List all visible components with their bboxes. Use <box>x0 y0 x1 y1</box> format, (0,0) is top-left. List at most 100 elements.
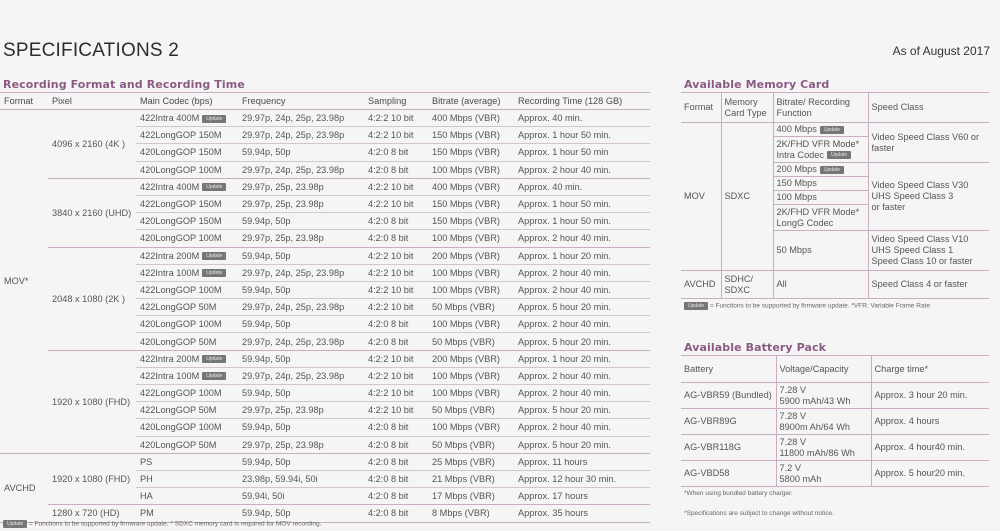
table-row: 422LongGOP 150M 29.97p, 25p, 23.98p 4:2:2 … <box>0 195 650 214</box>
codec-cell: PS <box>136 453 238 471</box>
table-row: 420LongGOP 150M 59.94p, 50p 4:2:0 8 bit 150… <box>0 212 650 231</box>
col-header-card-type: Memory Card Type <box>720 92 774 123</box>
sampling-cell: 4:2:0 8 bit <box>364 487 428 506</box>
table-row: AVCHD 1920 x 1080 (FHD) PS 59.94p, 50p 4:2:0… <box>0 453 650 523</box>
pixel-cell: 2048 x 1080 (2K ) <box>48 247 136 351</box>
v10-line3: Speed Class 10 or faster <box>871 256 973 266</box>
table-row: AG-VBR59 (Bundled) 7.28 V 5900 mAh/43 Wh Ap… <box>681 382 989 409</box>
bitrate-cell: 100 Mbps (VBR) <box>428 384 514 403</box>
update-badge: Update <box>819 125 844 134</box>
battery-note-specs: *Specifications are subject to change wi… <box>684 510 834 517</box>
sampling-cell: 4:2:0 8 bit <box>364 453 428 471</box>
codec-cell: 420LongGOP 100M <box>136 315 238 334</box>
codec-cell: 422LongGOP 50M <box>136 298 238 317</box>
vfr-longg-line2: LongG Codec <box>776 217 834 228</box>
bitrate-200: 200 Mbps Update <box>773 162 869 177</box>
bitrate-cell: 100 Mbps (VBR) <box>428 161 514 179</box>
pixel-cell: 1920 x 1080 (FHD) <box>48 350 136 454</box>
as-of-date: As of August 2017 <box>892 44 990 58</box>
frequency-cell: 59.94p, 50p <box>238 350 364 368</box>
charge-time-cell: Approx. 3 hour 20 min. <box>870 382 989 409</box>
vfr-longg-cell: 2K/FHD VFR Mode* LongG Codec <box>773 204 868 231</box>
bitrate-cell: 17 Mbps (VBR) <box>428 487 514 506</box>
recording-footnote-text: = Functions to be supported by firmware … <box>28 520 322 528</box>
codec-label: 422Intra 100M <box>140 267 200 278</box>
col-header-format: Format <box>681 92 722 123</box>
codec-cell: 420LongGOP 50M <box>136 332 238 351</box>
recording-time-cell: Approx. 2 hour 40 min. <box>514 315 650 334</box>
frequency-cell: 29.97p, 25p, 23.98p <box>238 401 364 420</box>
memory-footnote: Update = Functions to be supported by fi… <box>684 302 930 310</box>
col-header-battery: Battery <box>681 355 777 383</box>
bitrate-cell: 200 Mbps (VBR) <box>428 350 514 368</box>
frequency-cell: 23.98p, 59.94i, 50i <box>238 470 364 489</box>
capacity-value: 8900m Ah/64 Wh <box>779 421 850 432</box>
codec-cell: 420LongGOP 150M <box>136 212 238 231</box>
codec-cell: 420LongGOP 100M <box>136 229 238 248</box>
frequency-cell: 59.94p, 50p <box>238 212 364 231</box>
codec-label: 422Intra 400M <box>140 113 200 124</box>
frequency-cell: 29.97p, 25p, 23.98p <box>238 195 364 214</box>
frequency-cell: 59.94p, 50p <box>238 384 364 403</box>
sampling-cell: 4:2:2 10 bit <box>364 384 428 403</box>
update-badge: Update <box>202 114 227 123</box>
table-row: 1280 x 720 (HD) PM 59.94p, 50p 4:2:0 8 bit 8… <box>0 504 650 523</box>
recording-time-cell: Approx. 5 hour 20 min. <box>514 401 650 420</box>
table-row: 422Intra 100M Update 29.97p, 24p, 25p, 23.… <box>0 264 650 282</box>
recording-time-cell: Approx. 5 hour 20 min. <box>514 436 650 454</box>
codec-cell: 422LongGOP 150M <box>136 195 238 214</box>
table-row: 50 Mbps Video Speed Class V10 UHS Speed C… <box>681 230 989 271</box>
charge-time-cell: Approx. 4 hours <box>870 408 989 435</box>
recording-time-cell: Approx. 2 hour 40 min. <box>514 264 650 282</box>
speed-v60: Video Speed Class V60 or faster <box>867 122 989 163</box>
memory-section-title: Available Memory Card <box>684 78 830 91</box>
sampling-cell: 4:2:2 10 bit <box>364 247 428 265</box>
codec-label: 422Intra 200M <box>140 353 200 364</box>
charge-time-cell: Approx. 4 hour40 min. <box>870 434 989 461</box>
sampling-cell: 4:2:0 8 bit <box>364 315 428 334</box>
recording-time-cell: Approx. 1 hour 20 min. <box>514 247 650 265</box>
bitrate-400: 400 Mbps Update <box>772 122 869 137</box>
speed-v30: Video Speed Class V30 UHS Speed Class 3 or… <box>867 162 989 231</box>
table-row: 422LongGOP 100M 59.94p, 50p 4:2:2 10 bit 10… <box>0 281 650 300</box>
bitrate-cell: 150 Mbps (VBR) <box>428 195 514 214</box>
frequency-cell: 29.97p, 25p, 23.98p <box>238 436 364 454</box>
frequency-cell: 29.97p, 24p, 25p, 23.98p <box>238 367 364 386</box>
codec-cell: 422Intra 100M Update <box>136 367 238 386</box>
table-row: 420LongGOP 100M 29.97p, 25p, 23.98p 4:2:0 … <box>0 229 650 248</box>
vfr-intra-line2: Intra Codec <box>776 149 825 160</box>
codec-label: 420LongGOP 50M <box>140 439 217 450</box>
table-row: AG-VBR89G 7.28 V 8900m Ah/64 Wh Approx. 4 h… <box>681 408 989 435</box>
recording-time-cell: Approx. 40 min. <box>514 178 650 196</box>
recording-table-body: MOV* 4096 x 2160 (4K ) 422Intra 400M Update… <box>0 109 650 523</box>
sampling-cell: 4:2:2 10 bit <box>364 401 428 420</box>
sampling-cell: 4:2:2 10 bit <box>364 367 428 386</box>
codec-cell: 422Intra 400M Update <box>136 109 238 128</box>
sampling-cell: 4:2:0 8 bit <box>364 212 428 231</box>
codec-label: PS <box>140 456 153 467</box>
codec-label: PH <box>140 474 153 485</box>
capacity-value: 11800 mAh/86 Wh <box>779 447 855 458</box>
frequency-cell: 29.97p, 25p, 23.98p <box>238 229 364 248</box>
bitrate-cell: 21 Mbps (VBR) <box>428 470 514 489</box>
sampling-cell: 4:2:0 8 bit <box>364 161 428 179</box>
update-badge: Update <box>827 151 852 160</box>
table-row: 420LongGOP 100M 29.97p, 24p, 25p, 23.98p 4… <box>0 161 650 179</box>
codec-label: 420LongGOP 50M <box>140 336 217 347</box>
codec-cell: 422Intra 200M Update <box>136 350 238 368</box>
codec-label: HA <box>140 491 153 502</box>
update-badge: Update <box>819 165 844 174</box>
table-row: AG-VBD58 7.2 V 5800 mAh Approx. 5 hour20 mi… <box>681 460 989 487</box>
table-row: 422LongGOP 50M 29.97p, 24p, 25p, 23.98p 4:… <box>0 298 650 317</box>
table-row: PH 23.98p, 59.94i, 50i 4:2:0 8 bit 21 Mbps … <box>0 470 650 489</box>
table-row: HA 59.94i, 50i 4:2:0 8 bit 17 Mbps (VBR) App… <box>0 487 650 506</box>
table-row: AVCHD SDHC/ SDXC All Speed Class 4 or fa… <box>681 270 989 299</box>
frequency-cell: 59.94p, 50p <box>238 418 364 437</box>
sampling-cell: 4:2:2 10 bit <box>364 281 428 300</box>
v30-line1: Video Speed Class V30 <box>871 180 969 190</box>
recording-time-cell: Approx. 1 hour 20 min. <box>514 350 650 368</box>
codec-label: 422Intra 400M <box>140 181 200 192</box>
bitrate-100: 100 Mbps <box>773 190 868 205</box>
sampling-cell: 4:2:2 10 bit <box>364 350 428 368</box>
bitrate-cell: 8 Mbps (VBR) <box>428 504 514 523</box>
